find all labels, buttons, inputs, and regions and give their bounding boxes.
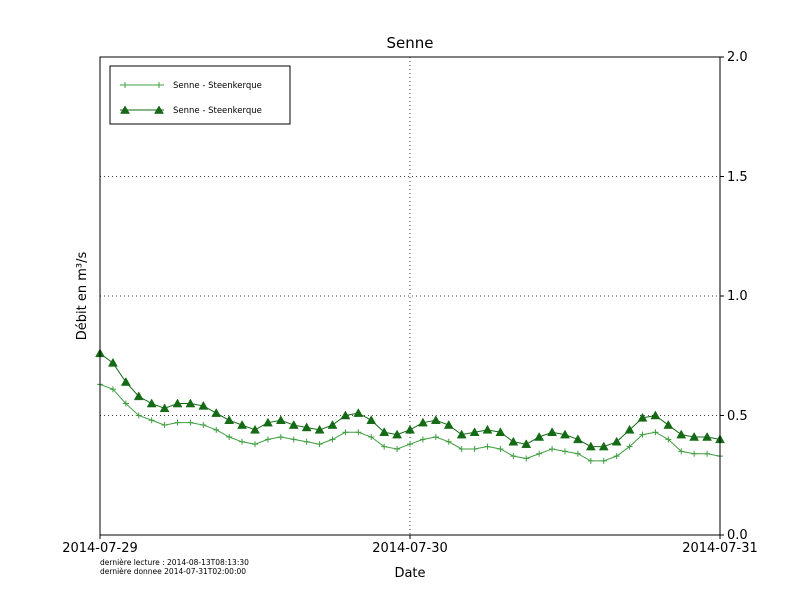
data-series: [95, 348, 725, 464]
legend-entry-triangle: Senne - Steenkerque: [120, 105, 262, 116]
triangle-marker-icon: [120, 105, 164, 114]
legend-label: Senne - Steenkerque: [173, 106, 262, 116]
last-data-note: dernière donnee 2014-07-31T02:00:00: [100, 567, 246, 576]
y-tick-label: 0.5: [727, 409, 748, 424]
last-reading-note: dernière lecture : 2014-08-13T08:13:30: [100, 558, 249, 567]
gridlines: [100, 57, 720, 535]
chart-title: Senne: [387, 34, 434, 52]
legend-box: [109, 65, 291, 125]
legend-entry-plus: Senne - Steenkerque: [120, 81, 262, 91]
plot-frame: [99, 56, 721, 536]
x-tick-label: 2014-07-29: [62, 541, 138, 556]
y-tick-label: 1.0: [727, 289, 748, 304]
x-tick-label: 2014-07-31: [682, 541, 758, 556]
legend-label: Senne - Steenkerque: [173, 81, 262, 91]
y-tick-label: 2.0: [727, 50, 748, 65]
y-axis-label: Débit en m³/s: [75, 252, 90, 341]
plus-marker-icon: [122, 82, 162, 88]
y-tick-label: 1.5: [727, 170, 748, 185]
legend: Senne - Steenkerque Senne - Steenkerque: [109, 65, 291, 125]
axis-ticks: [99, 56, 724, 539]
x-axis-label: Date: [394, 566, 425, 581]
y-tick-label: 0.0: [727, 528, 748, 543]
x-tick-label: 2014-07-30: [372, 541, 448, 556]
